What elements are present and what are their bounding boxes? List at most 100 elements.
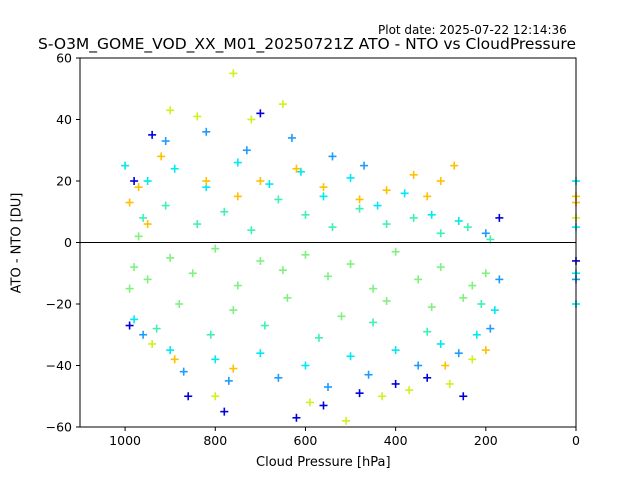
data-point (202, 127, 211, 136)
data-point (283, 293, 292, 302)
data-point (184, 392, 193, 401)
y-tick-label: −60 (46, 420, 72, 435)
data-point (292, 164, 301, 173)
data-point (355, 195, 364, 204)
data-point (152, 324, 161, 333)
data-point (481, 346, 490, 355)
data-point (278, 100, 287, 109)
data-point (175, 300, 184, 308)
data-point (373, 201, 382, 210)
data-point (346, 173, 355, 182)
data-point (179, 367, 188, 376)
data-point (206, 330, 215, 339)
x-tick-label: 800 (203, 433, 227, 448)
data-point (409, 170, 418, 179)
data-point (125, 198, 134, 207)
data-point (301, 210, 310, 219)
data-point (247, 226, 256, 235)
data-point (490, 306, 499, 315)
data-point (346, 352, 355, 361)
data-point (256, 109, 265, 118)
data-point (139, 330, 148, 339)
data-point (220, 207, 229, 216)
data-point (256, 177, 265, 185)
data-point (427, 210, 436, 219)
data-point (224, 376, 233, 385)
data-point (468, 281, 477, 290)
data-point (414, 361, 423, 370)
data-point (256, 256, 265, 265)
x-axis: 1000 800 600 400 200 0 (109, 427, 580, 448)
data-point (314, 333, 323, 342)
data-point (157, 152, 166, 161)
data-point (391, 247, 400, 256)
data-point (292, 413, 301, 422)
data-point (143, 220, 152, 229)
data-point (391, 379, 400, 388)
data-point (436, 229, 445, 238)
data-point (337, 312, 346, 321)
data-point (400, 189, 409, 198)
x-tick-label: 1000 (109, 433, 141, 448)
data-point (166, 106, 175, 115)
data-point (148, 339, 157, 348)
data-point (193, 112, 202, 121)
data-point (139, 213, 148, 222)
data-point (278, 266, 287, 275)
data-point (477, 300, 486, 308)
data-point (170, 355, 179, 364)
data-point (405, 386, 414, 395)
data-point (436, 339, 445, 348)
data-point (193, 220, 202, 229)
data-point (260, 321, 269, 330)
data-point (342, 416, 351, 425)
data-point (382, 296, 391, 305)
data-point (229, 306, 238, 315)
x-tick-label: 600 (294, 433, 318, 448)
data-point (360, 161, 369, 170)
data-point (130, 263, 139, 272)
y-tick-label: −40 (46, 358, 72, 373)
data-point (130, 315, 139, 324)
data-point (454, 216, 463, 225)
data-point (202, 177, 211, 185)
data-point (369, 318, 378, 327)
data-point (247, 115, 256, 124)
data-point (450, 161, 459, 170)
x-tick-label: 0 (572, 433, 580, 448)
data-point (121, 161, 130, 170)
data-point (134, 232, 143, 241)
data-point (481, 269, 490, 278)
x-tick-label: 400 (384, 433, 408, 448)
plot-date: Plot date: 2025-07-22 12:14:36 (378, 23, 567, 37)
data-point (454, 349, 463, 358)
data-point (472, 330, 481, 339)
data-point (459, 293, 468, 302)
data-point (296, 167, 305, 176)
y-tick-label: 40 (56, 112, 72, 127)
data-point (382, 220, 391, 229)
data-point (391, 346, 400, 355)
data-point (125, 321, 134, 330)
data-point (355, 389, 364, 398)
y-tick-label: 60 (56, 51, 72, 66)
data-point (423, 327, 432, 336)
data-point (211, 392, 220, 401)
data-point (378, 392, 387, 401)
y-axis: −60 −40 −20 0 20 40 60 (46, 51, 80, 435)
x-axis-label: Cloud Pressure [hPa] (256, 455, 391, 470)
y-tick-label: −20 (46, 297, 72, 312)
data-point (211, 244, 220, 253)
data-point (328, 152, 337, 161)
data-point (256, 349, 265, 358)
data-point (143, 275, 152, 284)
data-point (319, 192, 328, 201)
data-point (409, 213, 418, 222)
data-point (468, 355, 477, 364)
data-point (161, 201, 170, 210)
data-point (274, 195, 283, 204)
data-point (346, 260, 355, 269)
data-point (148, 130, 157, 139)
data-point (324, 272, 332, 281)
